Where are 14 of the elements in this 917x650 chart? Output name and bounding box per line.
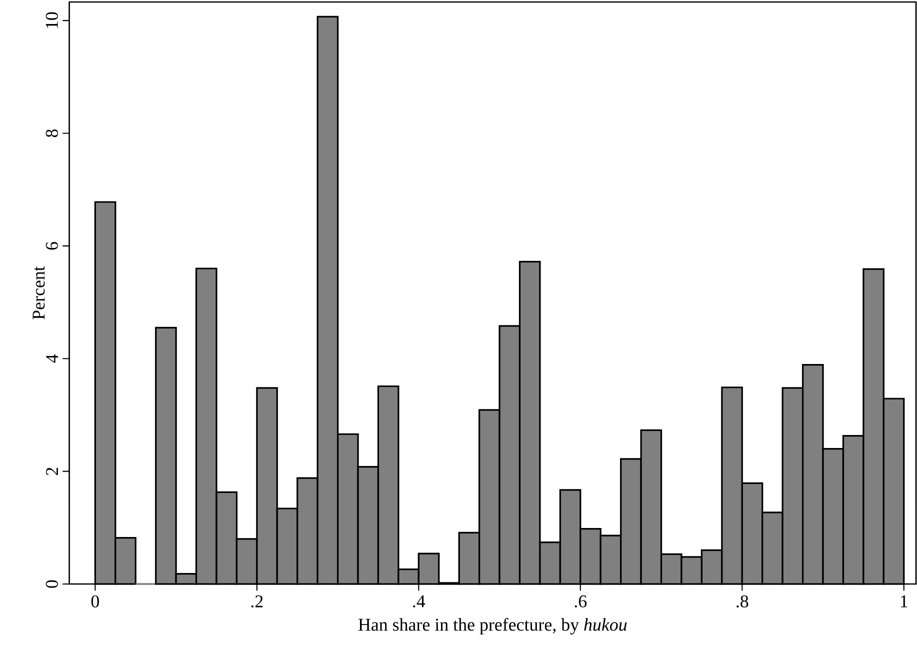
x-tick-label: .4 xyxy=(413,595,426,608)
x-tick-label: .2 xyxy=(251,595,263,608)
x-tick-label: 0 xyxy=(91,595,99,608)
y-tick-label: 2 xyxy=(46,468,58,476)
y-axis-title: Percent xyxy=(32,266,45,320)
y-tick-label: 6 xyxy=(46,242,58,250)
y-tick-label: 4 xyxy=(46,354,58,363)
x-tick-label: 1 xyxy=(900,595,908,608)
y-tick-label: 10 xyxy=(46,12,58,28)
x-tick-label: .8 xyxy=(736,595,748,608)
x-axis-title: Han share in the prefecture, by hukou xyxy=(358,618,627,634)
x-tick-label: .6 xyxy=(574,595,587,608)
y-tick-label: 0 xyxy=(46,580,58,588)
y-tick-label: 8 xyxy=(46,129,58,138)
